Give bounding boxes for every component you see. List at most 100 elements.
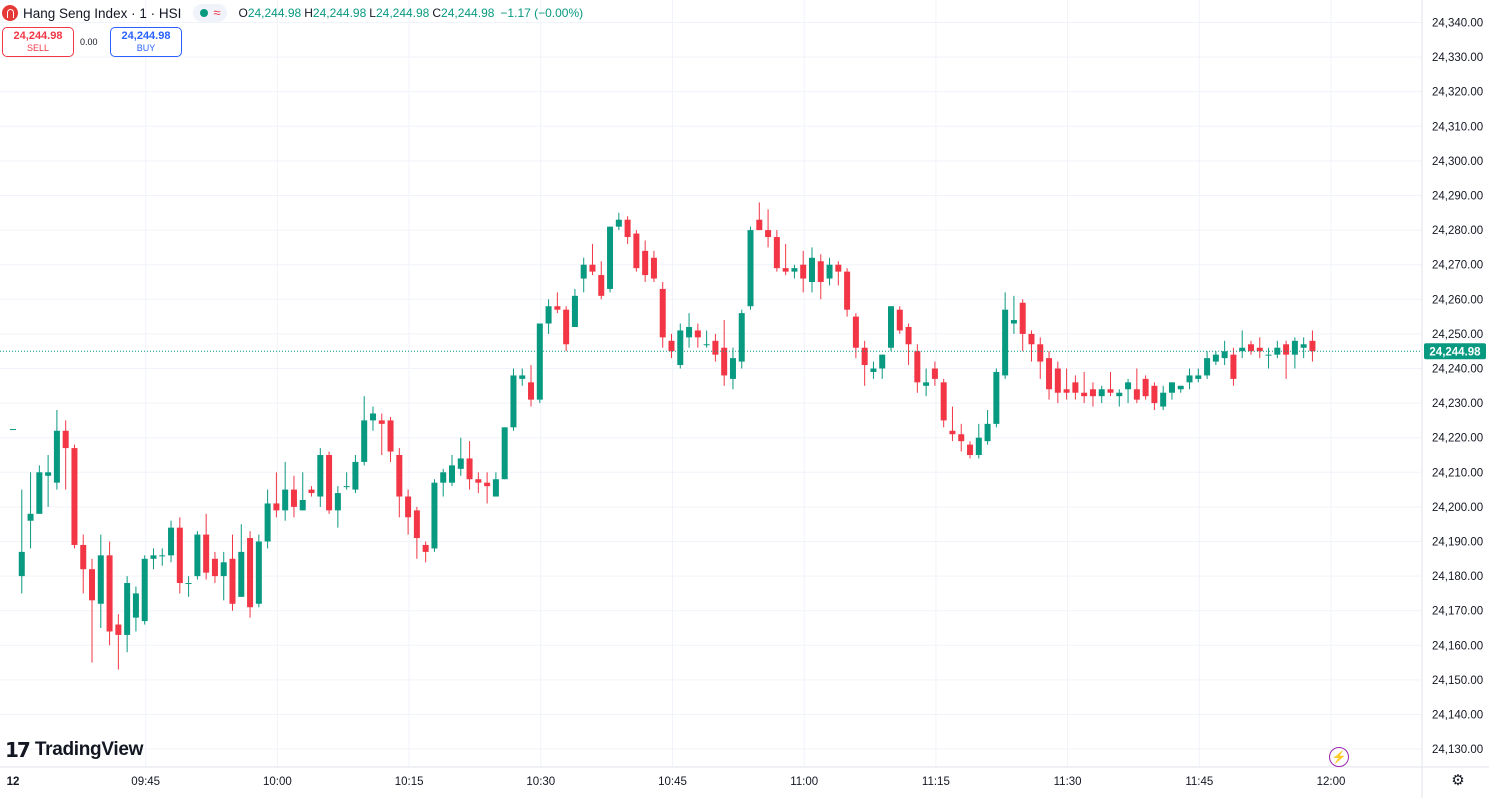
market-open-dot-icon	[200, 9, 209, 17]
candle	[220, 551, 227, 601]
candle	[1309, 330, 1316, 362]
candle-body	[782, 268, 789, 272]
candle	[422, 541, 429, 563]
price-axis[interactable]: 24,130.00 24,140.00 24,150.00 24,160.00 24,1…	[1421, 0, 1483, 798]
buy-button[interactable]: 24,244.98 BUY	[110, 27, 182, 57]
candle-body	[431, 482, 438, 549]
candle	[729, 347, 736, 390]
candle-body	[1125, 382, 1132, 390]
sell-price: 24,244.98	[13, 30, 63, 42]
hang-seng-logo-icon[interactable]	[2, 5, 18, 21]
sell-label: SELL	[26, 43, 50, 53]
ohlc-close-key: C	[432, 6, 442, 20]
candle-body	[132, 593, 139, 618]
candle	[89, 558, 96, 663]
price-tick-label: 24,160.00	[1432, 640, 1483, 652]
candle-body	[299, 499, 306, 511]
candle	[1168, 382, 1175, 400]
candle	[1195, 368, 1202, 383]
candle-body	[545, 306, 552, 324]
candle-body	[361, 420, 368, 462]
candle	[1212, 351, 1219, 366]
candle	[1142, 375, 1149, 400]
price-tick-label: 24,280.00	[1432, 225, 1483, 237]
candle	[668, 333, 675, 359]
candle	[45, 455, 52, 507]
candle	[1239, 330, 1246, 359]
candle	[1037, 337, 1044, 379]
candle-body	[844, 271, 851, 310]
candle-body	[993, 371, 1000, 424]
price-tick-label: 24,270.00	[1432, 260, 1483, 272]
candle	[528, 365, 535, 407]
price-tick-label: 24,300.00	[1432, 156, 1483, 168]
candle-body	[352, 461, 359, 490]
candle	[905, 323, 912, 366]
candle	[791, 264, 798, 279]
candle-body	[115, 624, 122, 635]
candle-body	[1221, 351, 1228, 359]
candle-body	[45, 472, 52, 476]
candle-body	[220, 562, 227, 577]
candle	[1274, 340, 1281, 359]
candle	[405, 489, 412, 535]
ohlc-close-value: 24,244.98	[441, 6, 495, 20]
symbol-title[interactable]: Hang Seng Index · 1 · HSI	[23, 5, 182, 21]
candle	[150, 548, 157, 570]
time-tick-label: 10:45	[658, 776, 687, 788]
time-axis[interactable]: 12 09:45 10:00 10:15 10:30 10:45 11:00 11:15 11:…	[0, 766, 1489, 788]
candle-body	[501, 427, 508, 480]
ohlc-change: −1.17 (−0.00%)	[500, 6, 584, 20]
candle	[317, 448, 324, 507]
candle	[923, 368, 930, 397]
candle-body	[800, 264, 807, 279]
candle-body	[896, 309, 903, 331]
market-status[interactable]: ≈	[193, 4, 228, 22]
candle	[931, 361, 938, 386]
candle	[97, 534, 104, 628]
candles	[10, 202, 1316, 670]
lightning-icon[interactable]: ⚡	[1329, 747, 1349, 767]
price-tick-label: 24,340.00	[1432, 18, 1483, 30]
candle	[466, 441, 473, 490]
gear-icon[interactable]: ⚙	[1451, 772, 1465, 789]
candle-body	[413, 510, 420, 539]
candle	[624, 216, 631, 244]
tradingview-wordmark: TradingView	[34, 739, 144, 760]
candle	[369, 406, 376, 431]
time-tick-label: 12:00	[1317, 776, 1346, 788]
candle-body	[694, 330, 701, 338]
candle	[686, 313, 693, 348]
candle-body	[1054, 368, 1061, 393]
candle	[1151, 382, 1158, 411]
tradingview-logo[interactable]: 17 TradingView	[5, 738, 143, 762]
sell-button[interactable]: 24,244.98 SELL	[2, 27, 74, 57]
candle-body	[80, 544, 87, 570]
candle	[1177, 385, 1184, 393]
candle-body	[1098, 389, 1105, 397]
candle	[1107, 371, 1114, 397]
candle	[1089, 382, 1096, 407]
candle-body	[1247, 344, 1254, 352]
candle-body	[879, 354, 886, 369]
candle	[888, 306, 894, 352]
candle	[501, 427, 508, 480]
candle-body	[677, 330, 684, 366]
candle	[510, 368, 517, 431]
candle-body	[18, 551, 25, 577]
candle-body	[861, 347, 868, 366]
candle-body	[229, 558, 236, 604]
candle	[817, 254, 824, 300]
candle	[141, 555, 148, 625]
candle	[756, 202, 763, 231]
candle	[62, 420, 69, 490]
candle-body	[870, 368, 877, 372]
candle	[194, 531, 201, 580]
candle	[36, 465, 43, 514]
candle-body	[1195, 375, 1202, 379]
price-tick-label: 24,200.00	[1432, 502, 1483, 514]
candle	[844, 268, 851, 317]
candle	[914, 344, 921, 393]
